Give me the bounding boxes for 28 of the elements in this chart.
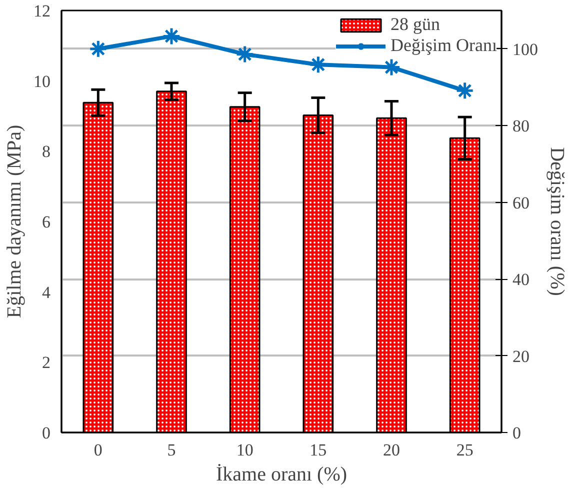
y2-tick-label: 60 [512, 193, 530, 212]
y-axis-title: Eğilme dayanımı (MPa) [4, 124, 26, 318]
y-tick-label: 0 [42, 424, 50, 442]
y2-tick-label: 100 [512, 40, 538, 59]
legend-label: Değişim Oranı [390, 35, 497, 56]
x-tick-label: 0 [94, 440, 102, 460]
y-tick-label: 8 [42, 142, 50, 162]
point [162, 26, 181, 46]
point [456, 81, 474, 100]
y2-axis-title: Değişim oranı (%) [546, 147, 568, 296]
y-tick-label: 2 [42, 353, 50, 372]
legend-label: 28 gün [390, 14, 440, 35]
y-tick-label: 4 [42, 282, 51, 302]
y-tick-label: 12 [34, 2, 50, 20]
y2-tick-label: 20 [512, 346, 530, 366]
x-tick-label: 10 [236, 440, 254, 460]
x-tick-label: 5 [167, 440, 176, 460]
x-tick-label: 20 [383, 440, 400, 460]
y2-tick-label: 80 [512, 116, 530, 136]
y2-tick-label: 0 [512, 424, 521, 442]
x-axis-title: İkame oranı (%) [216, 464, 348, 486]
x-tick-label: 15 [310, 440, 327, 460]
y-tick-label: 6 [42, 212, 50, 232]
y-tick-label: 10 [34, 72, 50, 91]
point [88, 40, 108, 58]
point [236, 44, 254, 64]
y2-tick-label: 40 [512, 270, 530, 290]
x-tick-label: 25 [456, 440, 474, 460]
